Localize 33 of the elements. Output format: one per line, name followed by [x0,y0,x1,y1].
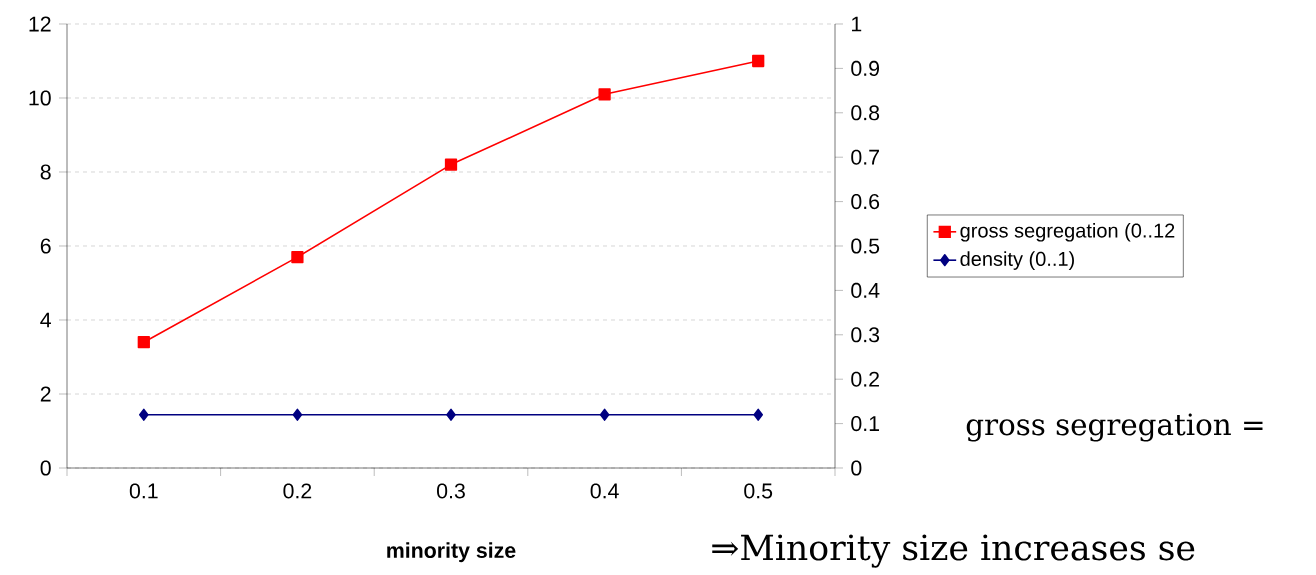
y-tick-label: 2 [40,386,51,402]
y-tick-label: 8 [40,164,51,180]
y-tick-label: 12 [29,16,51,32]
y2-tick-label: 0.8 [851,105,880,121]
x-tick-label: 0.5 [744,483,773,499]
y2-tick-label: 0.2 [851,371,879,387]
y2-tick-label: 0.6 [851,194,880,210]
y-tick-label: 10 [29,90,51,106]
x-axis-title: minority size [387,542,516,563]
legend-label: gross segregation (0..12 [960,222,1175,242]
text: gross segregation = [966,413,1263,442]
point [291,250,304,264]
x-tick-label: 0.4 [590,483,619,499]
x-tick-label: 0.1 [129,483,158,499]
y2-tick-label: 0.9 [851,60,880,76]
y-tick-label: 6 [40,238,51,254]
y2-tick-label: 0.5 [851,238,880,254]
y-tick-label: 0 [40,460,51,476]
point [598,88,611,101]
y2-tick-label: 0.7 [851,149,879,165]
point [752,54,765,68]
point [444,158,458,171]
y2-tick-label: 0 [851,460,862,476]
x-tick-label: 0.3 [437,483,465,499]
x-tick-label: 0.2 [283,483,312,499]
y-tick-label: 4 [40,312,51,328]
y2-tick-label: 1 [852,16,862,32]
text: ⇒Minority size increases se [712,534,1195,568]
legend-label: density (0..1) [960,251,1074,270]
y2-tick-label: 0.3 [851,327,880,343]
y2-tick-label: 0.1 [851,416,879,432]
point [137,336,150,349]
y2-tick-label: 0.4 [851,282,880,298]
